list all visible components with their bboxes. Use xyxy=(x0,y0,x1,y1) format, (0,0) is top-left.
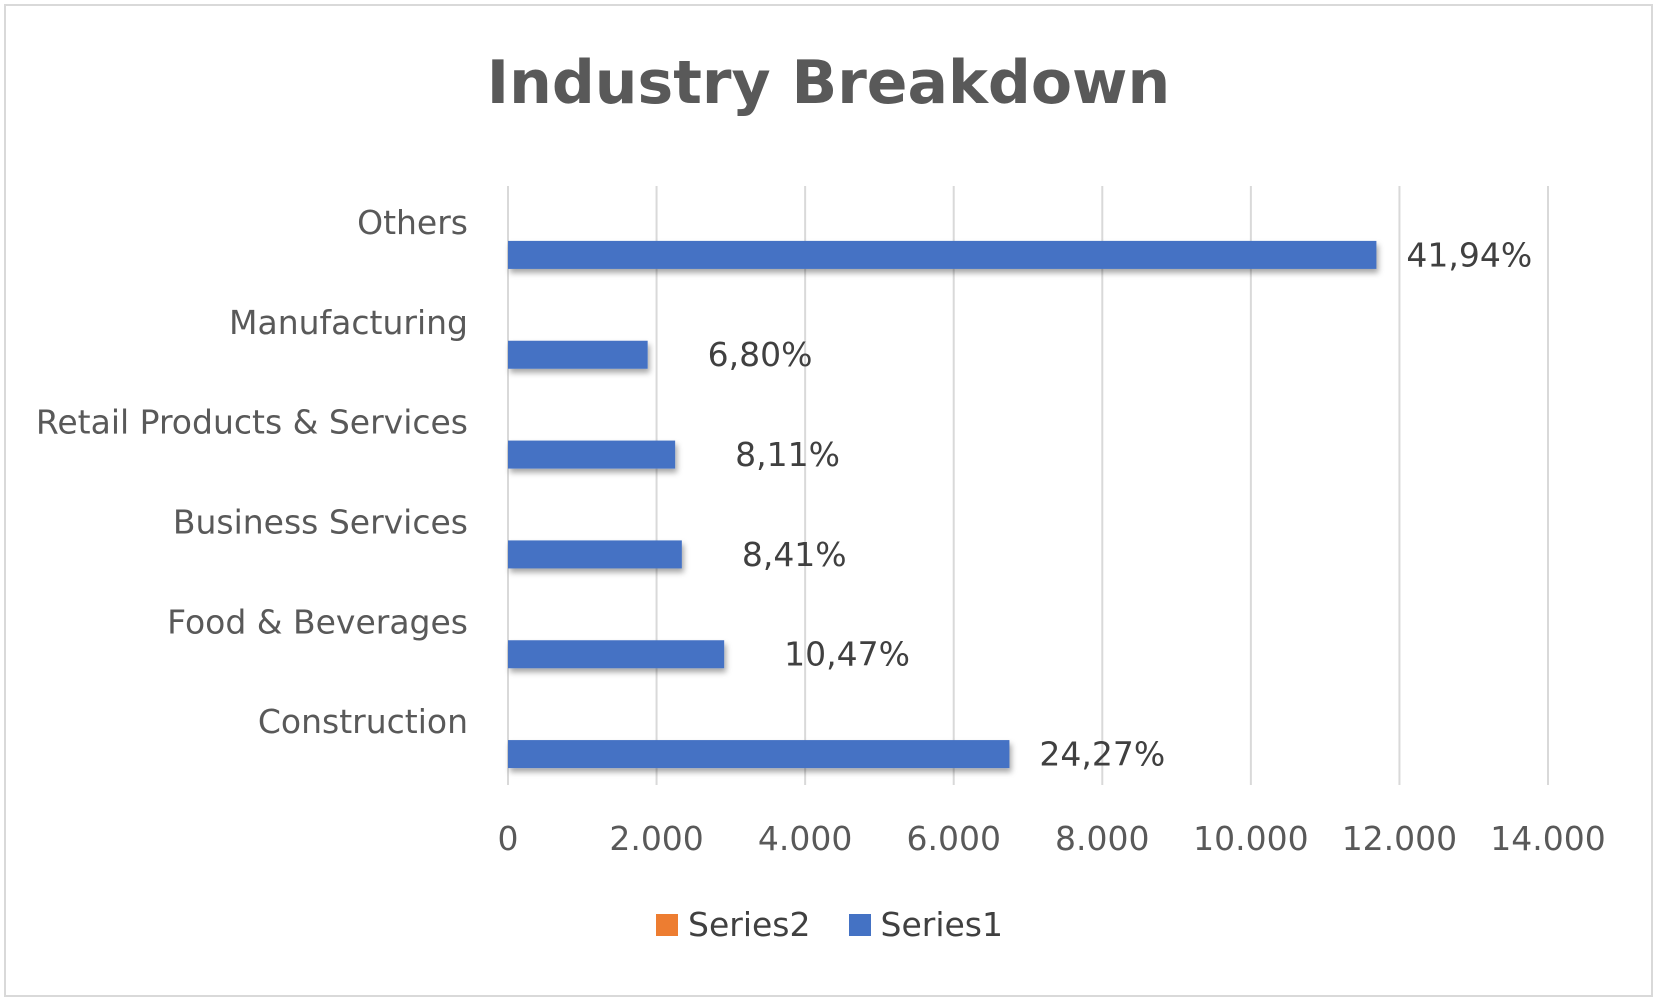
y-category-label-3: Retail Products & Services xyxy=(36,403,468,442)
y-category-label-0: Construction xyxy=(258,702,468,741)
data-label-1: 10,47% xyxy=(784,635,910,674)
bar-series1-5 xyxy=(508,240,1377,269)
x-tick-label-0: 0 xyxy=(498,819,519,858)
legend-swatch-series2 xyxy=(656,913,679,936)
x-tick-label-3: 6.000 xyxy=(906,819,1000,858)
legend-item-series1: Series1 xyxy=(848,905,1003,944)
legend-label-series2: Series2 xyxy=(688,905,811,944)
legend-swatch-series1 xyxy=(848,913,871,936)
y-category-label-5: Others xyxy=(357,203,468,242)
data-label-3: 8,11% xyxy=(735,435,840,474)
bar-series1-0 xyxy=(508,740,1010,769)
chart-legend: Series2 Series1 xyxy=(0,905,1659,944)
data-label-2: 8,41% xyxy=(742,535,847,574)
x-tick-label-7: 14.000 xyxy=(1490,819,1605,858)
legend-label-series1: Series1 xyxy=(880,905,1003,944)
chart-frame: Industry Breakdown xyxy=(4,4,1653,997)
y-category-label-4: Manufacturing xyxy=(229,303,468,342)
data-label-4: 6,80% xyxy=(708,335,813,374)
x-tick-label-2: 4.000 xyxy=(758,819,852,858)
chart-title: Industry Breakdown xyxy=(486,48,1171,118)
x-tick-label-5: 10.000 xyxy=(1193,819,1308,858)
data-label-0: 24,27% xyxy=(1039,735,1165,774)
x-tick-label-4: 8.000 xyxy=(1055,819,1149,858)
x-tick-label-1: 2.000 xyxy=(609,819,703,858)
data-label-5: 41,94% xyxy=(1406,235,1532,274)
bar-series1-4 xyxy=(508,340,648,369)
y-category-label-1: Food & Beverages xyxy=(167,602,468,641)
bar-series1-3 xyxy=(508,440,676,469)
legend-item-series2: Series2 xyxy=(656,905,811,944)
y-category-label-2: Business Services xyxy=(173,502,468,541)
bar-series1-2 xyxy=(508,540,682,569)
x-tick-label-6: 12.000 xyxy=(1342,819,1457,858)
bar-series1-1 xyxy=(508,640,725,669)
